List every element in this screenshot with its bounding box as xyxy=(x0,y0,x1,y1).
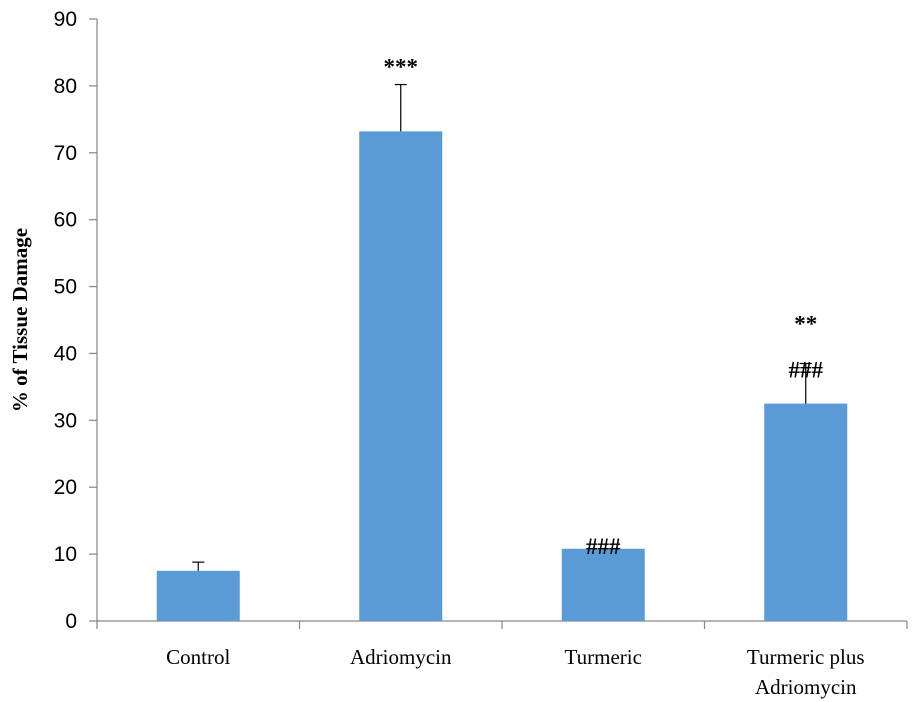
y-axis-title: % of Tissue Damage xyxy=(8,228,32,412)
bar xyxy=(764,403,848,621)
bar xyxy=(156,570,240,621)
y-tick-label: 10 xyxy=(54,543,77,566)
bar xyxy=(561,548,645,621)
y-tick-label: 30 xyxy=(54,409,77,432)
y-tick-label: 20 xyxy=(54,476,77,499)
y-tick-label: 60 xyxy=(54,209,77,232)
y-tick-label: 70 xyxy=(54,142,77,165)
x-category-label: Turmeric xyxy=(565,645,642,669)
significance-annotations: *** ### ** ### xyxy=(384,55,824,559)
bar xyxy=(359,131,443,621)
y-tick-label: 40 xyxy=(54,342,77,365)
significance-marker: ### xyxy=(586,534,621,559)
y-tick-label: 80 xyxy=(54,75,77,98)
axis-labels: Control Adriomycin Turmeric Turmeric plus Ad… xyxy=(8,228,865,699)
x-category-label: Control xyxy=(166,645,230,669)
x-category-label: Turmeric plus xyxy=(747,645,865,669)
axes: 0 10 20 30 40 50 60 70 80 90 xyxy=(54,8,908,633)
significance-marker: ** xyxy=(794,311,817,336)
y-tick-label: 50 xyxy=(54,276,77,299)
significance-marker: *** xyxy=(384,55,419,80)
error-bars xyxy=(192,83,812,571)
y-tick-label: 0 xyxy=(65,610,77,633)
x-category-label: Adriomycin xyxy=(755,675,857,699)
significance-marker: ### xyxy=(789,357,824,382)
y-tick-label: 90 xyxy=(54,8,77,31)
bars xyxy=(156,131,848,621)
x-category-label: Adriomycin xyxy=(350,645,452,669)
